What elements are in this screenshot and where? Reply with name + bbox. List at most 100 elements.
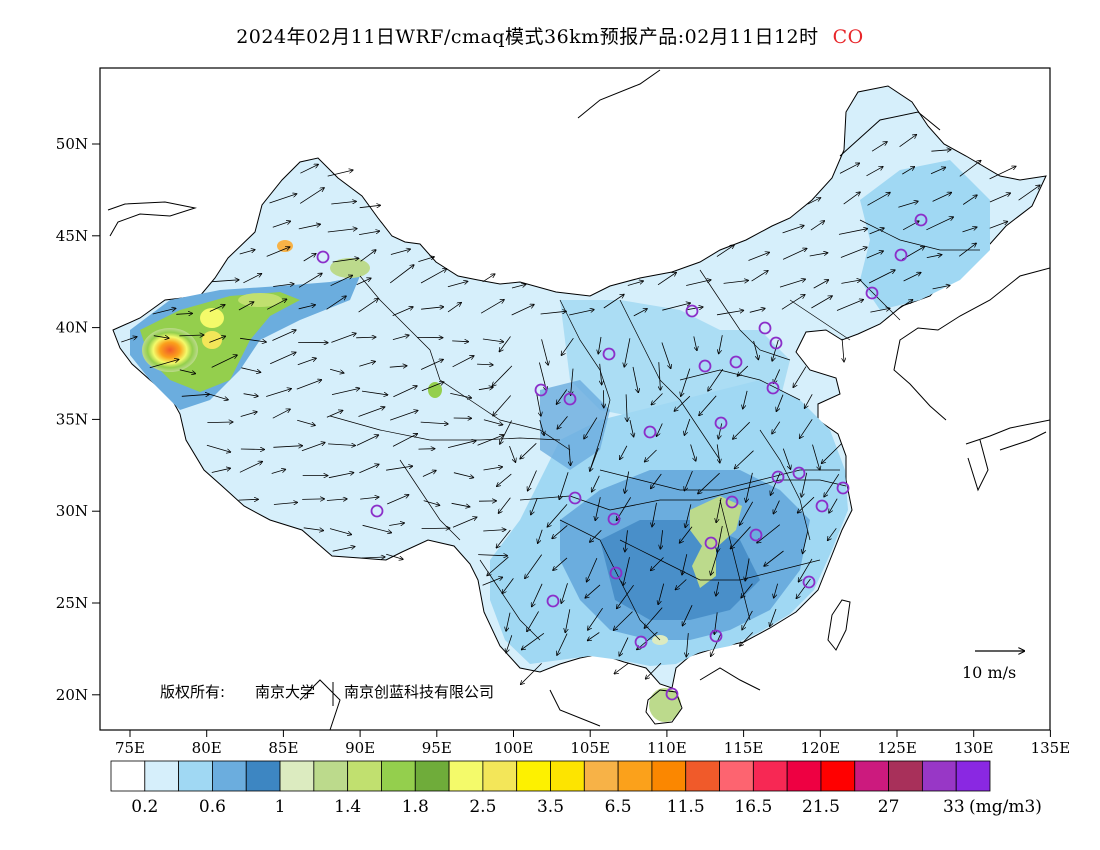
wind-arrow (328, 473, 354, 479)
wind-arrow (359, 231, 379, 235)
wind-arrow (733, 421, 750, 439)
wind-arrow (356, 278, 371, 285)
wind-arrow (493, 395, 512, 416)
station-marker (704, 536, 718, 550)
wind-arrow (539, 419, 544, 435)
wind-arrow (272, 409, 290, 419)
wind-arrow (803, 530, 809, 553)
lat-label: 40N (56, 319, 88, 337)
wind-arrow (812, 444, 820, 470)
wind-arrow (298, 224, 320, 230)
wind-arrow (685, 504, 692, 527)
wind-arrow (447, 281, 468, 288)
wind-arrow (326, 296, 346, 310)
wind-arrow (809, 253, 828, 257)
lon-label: 75E (115, 739, 145, 757)
wind-arrow (386, 553, 403, 559)
wind-arrow (682, 554, 688, 574)
station-marker (914, 213, 928, 227)
wind-arrow (603, 295, 624, 309)
wind-arrow (658, 583, 665, 605)
lat-label: 50N (56, 135, 88, 153)
map-title-text: 2024年02月11日WRF/cmaq模式36km预报产品:02月11日12时 (236, 26, 819, 48)
wind-arrow (356, 337, 375, 338)
wind-arrow (298, 273, 322, 288)
lon-label: 100E (494, 739, 534, 757)
station-marker (725, 495, 739, 509)
hotspot-kashgar (142, 328, 198, 372)
wind-arrow (243, 274, 261, 284)
wind-arrow (829, 498, 838, 513)
wind-arrow (798, 496, 815, 513)
wind-arrow (482, 577, 503, 586)
copyright-org1: 南京大学 (255, 683, 315, 701)
wind-arrow (477, 364, 493, 365)
wind-arrow (362, 524, 392, 532)
colorbar-swatch (245, 760, 281, 792)
wind-arrow (869, 228, 884, 235)
colorbar-label: 3.5 (537, 797, 564, 817)
lon-label: 85E (268, 739, 298, 757)
wind-arrow (962, 227, 977, 233)
hotspot-aksu (200, 308, 224, 328)
wind-arrow (716, 444, 720, 462)
wind-arrow (932, 193, 952, 202)
wind-arrow (331, 333, 356, 343)
wind-arrow (296, 380, 322, 390)
wind-arrow (749, 309, 765, 313)
wind-arrow (627, 281, 643, 286)
station-marker (836, 481, 850, 495)
wind-arrow (547, 504, 568, 526)
wind-arrow (421, 307, 443, 309)
colorbar-swatch (414, 760, 450, 792)
wind-arrow (793, 366, 807, 388)
lon-label: 130E (954, 739, 994, 757)
wind-arrow (824, 473, 840, 497)
wind-arrow (327, 229, 357, 233)
wind-arrow (926, 255, 942, 258)
wind-arrow (651, 473, 662, 488)
wind-arrow (902, 167, 914, 175)
colorbar-swatch (786, 760, 822, 792)
wind-arrow (452, 517, 477, 528)
wind-arrow (836, 300, 863, 311)
wind-arrow (271, 469, 286, 474)
lon-label: 95E (422, 739, 452, 757)
station-marker (769, 336, 783, 350)
wind-arrow (301, 443, 325, 452)
wind-arrow (332, 547, 355, 552)
wind-arrow (989, 193, 1010, 203)
wind-arrow (298, 305, 315, 310)
wind-arrow (450, 393, 471, 398)
wind-arrow (716, 581, 719, 596)
wind-arrow (521, 663, 542, 684)
wind-arrow (735, 450, 754, 469)
wind-arrow (716, 310, 743, 316)
colorbar-label: 11.5 (667, 797, 705, 817)
wind-arrow (297, 419, 315, 425)
wind-arrow (538, 529, 543, 543)
colorbar-swatch (550, 760, 585, 792)
wind-arrow (771, 472, 781, 495)
yangtze-river (519, 479, 847, 511)
wind-arrow (421, 382, 444, 392)
wind-arrow (270, 352, 296, 365)
wind-arrow (331, 201, 356, 205)
wind-arrow (590, 447, 599, 471)
wind-arrow (592, 475, 600, 492)
wind-arrow (358, 407, 385, 417)
wind-arrow (569, 310, 594, 316)
wind-arrow (930, 167, 945, 175)
wind-arrow (331, 388, 359, 395)
wind-arrow (356, 435, 378, 446)
wind-arrow (868, 270, 895, 284)
wind-arrow (805, 394, 813, 408)
wind-arrow (557, 389, 568, 405)
wind-arrow (483, 467, 503, 471)
station-marker (563, 392, 577, 406)
wind-arrow (299, 188, 324, 204)
wind-arrow (731, 526, 751, 549)
wind-arrow (421, 528, 450, 529)
wind-arrow (569, 444, 571, 466)
wind-arrow (540, 311, 566, 315)
